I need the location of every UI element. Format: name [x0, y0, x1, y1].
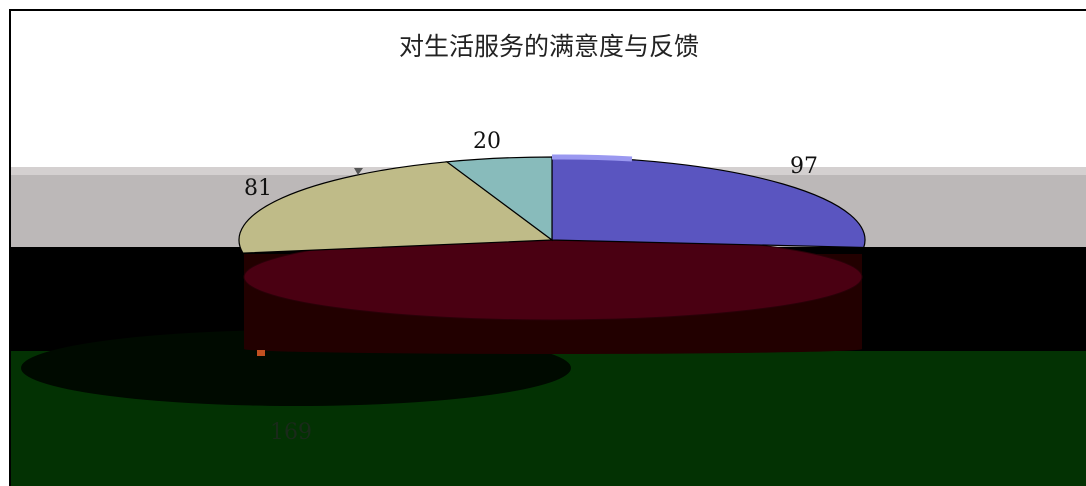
bottom-slice-3d [243, 233, 863, 354]
data-label-20: 20 [473, 129, 501, 154]
slice-highlight [551, 154, 633, 162]
pie-chart: 对生活服务的满意度与反馈 97 169 81 20 [11, 32, 1086, 486]
data-label-169: 169 [270, 420, 312, 445]
data-label-97: 97 [790, 154, 818, 179]
marker-glyph-left [354, 168, 363, 175]
pie-slice-81 [238, 161, 554, 254]
bottom-slice-base [244, 344, 862, 354]
pie-slices [238, 154, 866, 254]
pie-slice-20 [445, 156, 553, 242]
chart-frame: 对生活服务的满意度与反馈 97 169 81 20 [9, 9, 1086, 486]
chart-title: 对生活服务的满意度与反馈 [399, 32, 699, 61]
data-label-81: 81 [244, 176, 272, 201]
marker-glyph-bottom [257, 350, 265, 356]
